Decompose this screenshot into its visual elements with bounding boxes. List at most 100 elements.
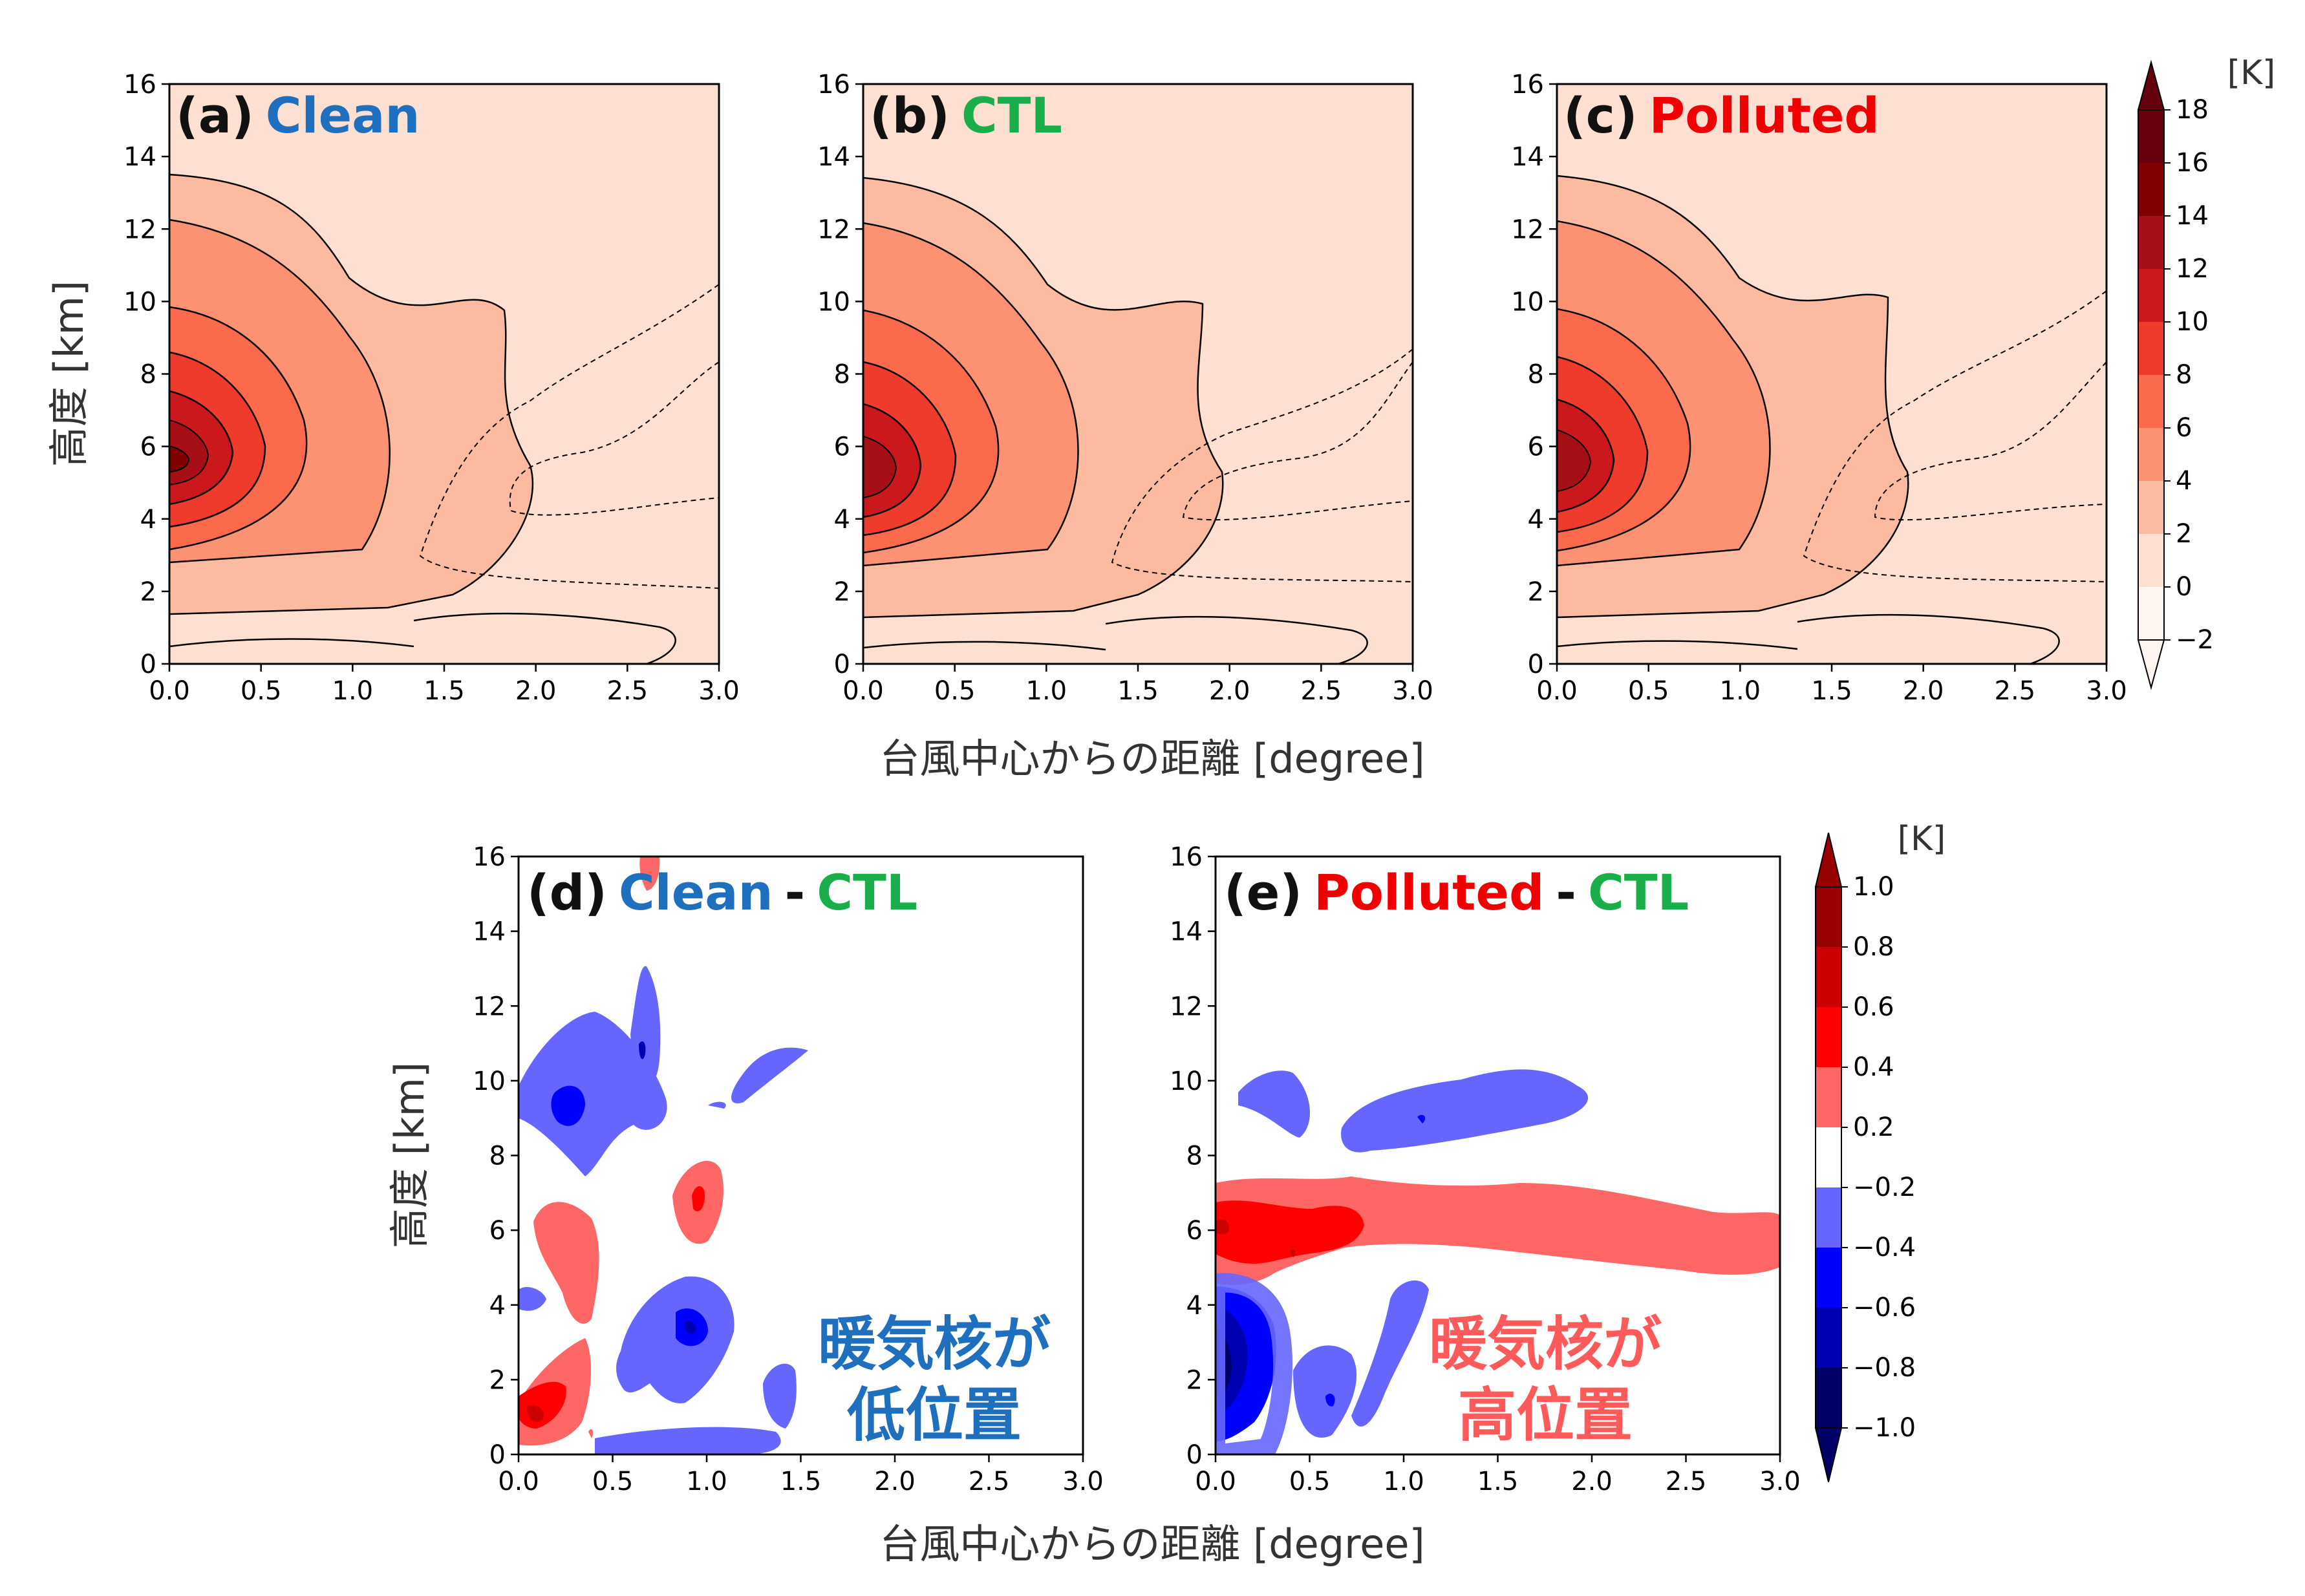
ytick-label: 16 bbox=[1170, 842, 1203, 872]
panel-e-contours bbox=[1216, 857, 1780, 1454]
panel-e-annotation-line1: 暖気核が bbox=[1429, 1310, 1662, 1378]
ytick-label: 14 bbox=[1170, 917, 1203, 947]
bottom-colorbar-segment bbox=[1816, 1308, 1841, 1368]
bottom-colorbar-tick-label: 0.6 bbox=[1853, 992, 1894, 1022]
ytick-label: 14 bbox=[123, 142, 156, 172]
ytick-label: 12 bbox=[1511, 215, 1544, 244]
bottom-colorbar-tick-label: −0.2 bbox=[1853, 1173, 1916, 1202]
bottom-colorbar-segment bbox=[1816, 1127, 1841, 1187]
top-colorbar-segment bbox=[2138, 481, 2164, 534]
top-colorbar-tick-label: 12 bbox=[2176, 254, 2209, 284]
bottom-colorbar-unit: [K] bbox=[1898, 820, 1946, 858]
ytick-label: 4 bbox=[1528, 505, 1544, 535]
xtick-label: 3.0 bbox=[698, 676, 740, 706]
ytick-label: 8 bbox=[140, 360, 156, 390]
xtick-label: 0.5 bbox=[241, 676, 282, 706]
ytick-label: 12 bbox=[123, 215, 156, 244]
top-colorbar-segment bbox=[2138, 110, 2164, 163]
panel-b-ctl bbox=[863, 84, 1413, 664]
axes-d: 0.0 0.5 1.0 1.5 2.0 2.5 3.0 0 2 4 6 8 10 12 14 16 bbox=[473, 842, 1104, 1496]
panel-d-annotation-line2: 低位置 bbox=[847, 1381, 1022, 1449]
top-colorbar-tick-label: 2 bbox=[2176, 519, 2192, 549]
ytick-label: 0 bbox=[489, 1440, 506, 1470]
ytick-label: 4 bbox=[1186, 1291, 1203, 1321]
top-ylabel: 高度 [km] bbox=[45, 281, 92, 467]
colorbar-bottom: 1.0 0.8 0.6 0.4 0.2 −0.2 −0.4 −0.6 −0.8 −1.0 bbox=[1814, 833, 1916, 1482]
bottom-colorbar-tick-label: 0.2 bbox=[1853, 1112, 1894, 1142]
ytick-label: 0 bbox=[1528, 650, 1544, 679]
ytick-label: 2 bbox=[834, 577, 850, 607]
ytick-label: 6 bbox=[140, 432, 156, 462]
top-colorbar-tick-label: 14 bbox=[2176, 201, 2209, 231]
xtick-label: 2.0 bbox=[515, 676, 557, 706]
ytick-label: 12 bbox=[1170, 992, 1203, 1021]
bottom-colorbar-segment bbox=[1816, 887, 1841, 947]
xtick-label: 0.5 bbox=[934, 676, 976, 706]
xtick-label: 1.0 bbox=[1720, 676, 1761, 706]
xtick-label: 2.5 bbox=[1995, 676, 2036, 706]
xtick-label: 0.0 bbox=[1536, 676, 1578, 706]
axes-a: 0.0 0.5 1.0 1.5 2.0 2.5 3.0 0 2 4 6 8 10 12 14 16 bbox=[123, 70, 740, 706]
top-colorbar-tick-label: 8 bbox=[2176, 360, 2192, 390]
panel-b-label: (b) CTL bbox=[870, 87, 1062, 144]
ytick-label: 6 bbox=[834, 432, 850, 462]
ytick-label: 8 bbox=[1528, 360, 1544, 390]
bottom-colorbar-segment bbox=[1816, 1067, 1841, 1127]
xtick-label: 3.0 bbox=[1392, 676, 1433, 706]
axes-e: 0.0 0.5 1.0 1.5 2.0 2.5 3.0 0 2 4 6 8 10 12 14 16 bbox=[1170, 842, 1801, 1496]
bottom-colorbar-segment bbox=[1816, 1368, 1841, 1428]
bottom-colorbar-tick-label: 1.0 bbox=[1853, 872, 1894, 902]
xtick-label: 1.0 bbox=[1383, 1467, 1424, 1496]
top-colorbar-segment bbox=[2138, 587, 2164, 640]
ytick-label: 16 bbox=[123, 70, 156, 100]
bottom-colorbar-tick-label: −0.8 bbox=[1853, 1353, 1916, 1383]
ytick-label: 8 bbox=[1186, 1142, 1203, 1171]
xtick-label: 1.5 bbox=[1811, 676, 1852, 706]
xtick-label: 1.0 bbox=[332, 676, 374, 706]
top-colorbar-tick-label: 10 bbox=[2176, 307, 2209, 337]
bottom-colorbar-cap-top bbox=[1814, 833, 1843, 888]
xtick-label: 0.0 bbox=[1195, 1467, 1236, 1496]
top-colorbar-tick-label: 18 bbox=[2176, 95, 2209, 125]
bottom-colorbar-cap-bottom bbox=[1814, 1427, 1843, 1482]
bottom-xlabel: 台風中心からの距離 [degree] bbox=[879, 1520, 1424, 1568]
panel-e-polluted-minus-ctl bbox=[1216, 857, 1780, 1454]
ytick-label: 10 bbox=[1170, 1067, 1203, 1096]
ytick-label: 6 bbox=[1186, 1216, 1203, 1246]
xtick-label: 1.0 bbox=[686, 1467, 727, 1496]
ytick-label: 16 bbox=[473, 842, 506, 872]
xtick-label: 2.0 bbox=[1903, 676, 1944, 706]
xtick-label: 1.5 bbox=[1477, 1467, 1519, 1496]
axes-c: 0.0 0.5 1.0 1.5 2.0 2.5 3.0 0 2 4 6 8 10 12 14 16 bbox=[1511, 70, 2127, 706]
ytick-label: 2 bbox=[489, 1365, 506, 1395]
xtick-label: 2.0 bbox=[1209, 676, 1250, 706]
panel-d-contours bbox=[519, 857, 1083, 1454]
bottom-colorbar-tick-label: 0.8 bbox=[1853, 932, 1894, 962]
xtick-label: 0.5 bbox=[1289, 1467, 1331, 1496]
ytick-label: 4 bbox=[140, 505, 156, 535]
xtick-label: 2.5 bbox=[607, 676, 649, 706]
axes-b: 0.0 0.5 1.0 1.5 2.0 2.5 3.0 0 2 4 6 8 10 12 14 16 bbox=[817, 70, 1433, 706]
panel-e-annotation-line2: 高位置 bbox=[1458, 1381, 1633, 1449]
xtick-label: 1.5 bbox=[780, 1467, 822, 1496]
panel-a-clean bbox=[169, 84, 719, 664]
ytick-label: 10 bbox=[817, 287, 850, 317]
panel-b-contours bbox=[863, 84, 1413, 664]
bottom-colorbar-tick-label: 0.4 bbox=[1853, 1052, 1894, 1082]
xtick-label: 0.0 bbox=[498, 1467, 539, 1496]
ytick-label: 10 bbox=[123, 287, 156, 317]
xtick-label: 2.0 bbox=[874, 1467, 916, 1496]
xtick-label: 0.0 bbox=[842, 676, 884, 706]
top-colorbar-segment bbox=[2138, 216, 2164, 269]
ytick-label: 0 bbox=[140, 650, 156, 679]
xtick-label: 2.5 bbox=[1666, 1467, 1707, 1496]
panel-d-annotation-line1: 暖気核が bbox=[818, 1310, 1051, 1378]
panel-d-clean-minus-ctl bbox=[519, 857, 1083, 1454]
xtick-label: 3.0 bbox=[1759, 1467, 1801, 1496]
xtick-label: 1.5 bbox=[1117, 676, 1159, 706]
top-colorbar-segment bbox=[2138, 375, 2164, 428]
ytick-label: 0 bbox=[1186, 1440, 1203, 1470]
top-colorbar-tick-label: 4 bbox=[2176, 466, 2192, 496]
ytick-label: 14 bbox=[473, 917, 506, 947]
